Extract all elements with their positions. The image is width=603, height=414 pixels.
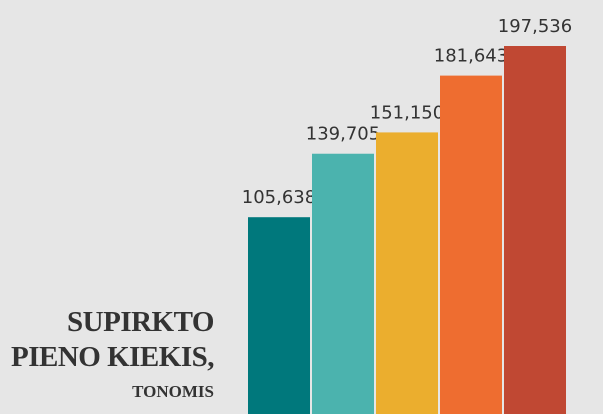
value-label: 197,536	[498, 16, 572, 37]
value-label: 105,638	[242, 187, 316, 208]
value-label: 139,705	[306, 124, 380, 145]
value-label: 151,150	[370, 102, 444, 123]
bar	[248, 217, 310, 414]
bar	[440, 75, 502, 414]
value-label: 181,643	[434, 46, 508, 67]
bar	[376, 132, 438, 414]
chart-title: PIENO KIEKIS,	[11, 341, 214, 373]
chart-subtitle: TONOMIS	[132, 382, 214, 401]
chart-title: SUPIRKTO	[67, 306, 214, 338]
bar	[312, 153, 374, 414]
bar	[504, 46, 566, 414]
